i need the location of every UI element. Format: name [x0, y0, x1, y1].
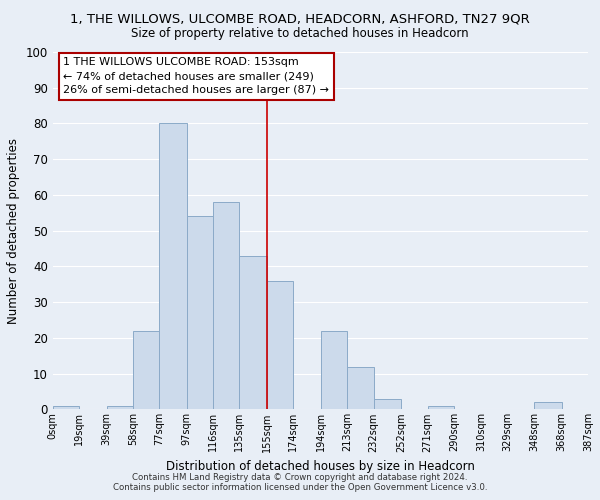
- Bar: [133, 331, 159, 409]
- Bar: [428, 406, 454, 409]
- X-axis label: Distribution of detached houses by size in Headcorn: Distribution of detached houses by size …: [166, 460, 475, 473]
- Bar: [347, 366, 374, 410]
- Text: 1 THE WILLOWS ULCOMBE ROAD: 153sqm
← 74% of detached houses are smaller (249)
26: 1 THE WILLOWS ULCOMBE ROAD: 153sqm ← 74%…: [64, 58, 329, 96]
- Bar: [213, 202, 239, 410]
- Bar: [159, 124, 187, 410]
- Bar: [321, 331, 347, 409]
- Y-axis label: Number of detached properties: Number of detached properties: [7, 138, 20, 324]
- Bar: [107, 406, 133, 409]
- Bar: [534, 402, 562, 409]
- Text: Contains HM Land Registry data © Crown copyright and database right 2024.
Contai: Contains HM Land Registry data © Crown c…: [113, 473, 487, 492]
- Bar: [374, 398, 401, 409]
- Text: 1, THE WILLOWS, ULCOMBE ROAD, HEADCORN, ASHFORD, TN27 9QR: 1, THE WILLOWS, ULCOMBE ROAD, HEADCORN, …: [70, 12, 530, 26]
- Bar: [187, 216, 213, 410]
- Text: Size of property relative to detached houses in Headcorn: Size of property relative to detached ho…: [131, 28, 469, 40]
- Bar: [53, 406, 79, 409]
- Bar: [239, 256, 267, 410]
- Bar: [267, 280, 293, 409]
